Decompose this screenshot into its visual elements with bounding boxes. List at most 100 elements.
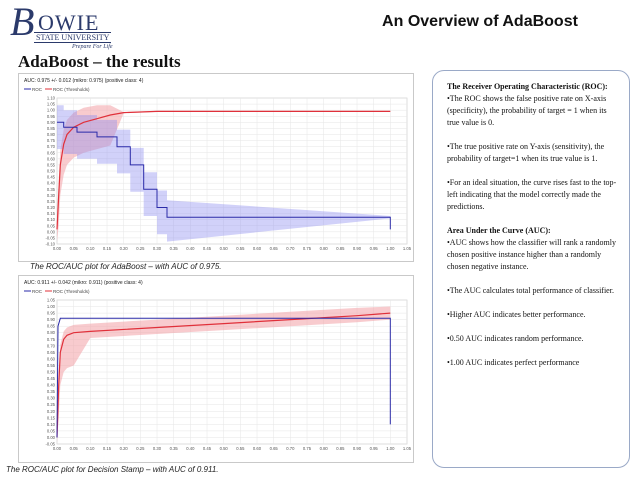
y-tick-label: 0.45 (47, 175, 56, 180)
x-tick-label: 0.25 (136, 446, 145, 451)
y-tick-label: 0.90 (47, 120, 56, 125)
x-tick-label: 0.70 (286, 246, 295, 251)
threshold-confidence-band (57, 105, 391, 242)
roc-point-1: •The ROC shows the false positive rate o… (447, 94, 607, 127)
auc-heading: Area Under the Curve (AUC): (447, 226, 551, 235)
y-tick-label: 0.35 (47, 187, 56, 192)
y-tick-label: 0.15 (47, 415, 56, 420)
x-tick-label: 0.55 (236, 246, 245, 251)
x-tick-label: 0.05 (70, 246, 79, 251)
slide-title: An Overview of AdaBoost (382, 13, 578, 30)
x-tick-label: 0.45 (203, 246, 212, 251)
y-tick-label: 0.05 (47, 223, 56, 228)
x-tick-label: 0.45 (203, 446, 212, 451)
x-tick-label: 1.00 (386, 246, 395, 251)
y-tick-label: 0.80 (47, 330, 56, 335)
x-tick-label: 0.50 (220, 246, 229, 251)
x-tick-label: 0.10 (86, 246, 95, 251)
y-tick-label: 0.20 (47, 205, 56, 210)
x-tick-label: 0.75 (303, 246, 312, 251)
x-tick-label: 0.30 (153, 246, 162, 251)
plot-header: AUC: 0.911 +/- 0.042 (mikro: 0.911) (pos… (24, 280, 143, 286)
roc-curve (56, 317, 391, 438)
bowie-state-logo: B OWIE STATE UNIVERSITY Prepare For Life (10, 2, 130, 51)
x-tick-label: 0.35 (170, 446, 179, 451)
y-tick-label: 0.85 (47, 324, 56, 329)
x-tick-label: 0.50 (220, 446, 229, 451)
threshold-curve (56, 312, 391, 438)
y-tick-label: 0.65 (47, 150, 56, 155)
x-tick-label: 0.70 (286, 446, 295, 451)
x-tick-label: 0.65 (270, 246, 279, 251)
roc-plot-decision-stamp: AUC: 0.911 +/- 0.042 (mikro: 0.911) (pos… (18, 275, 414, 463)
x-tick-label: 0.85 (336, 446, 345, 451)
y-tick-label: 0.10 (47, 217, 56, 222)
roc-point-3: •For an ideal situation, the curve rises… (447, 178, 617, 211)
y-tick-label: 0.50 (47, 370, 56, 375)
x-tick-label: 0.85 (336, 246, 345, 251)
logo-tagline: Prepare For Life (72, 44, 113, 50)
x-tick-label: 0.20 (120, 446, 129, 451)
y-tick-label: -0.10 (45, 242, 55, 247)
y-tick-label: 0.20 (47, 409, 56, 414)
y-tick-label: 0.85 (47, 126, 56, 131)
y-tick-label: 0.70 (47, 343, 56, 348)
roc-confidence-band (57, 105, 391, 242)
x-tick-label: 0.80 (320, 246, 329, 251)
roc-chart-adaboost: AUC: 0.975 +/- 0.012 (mikro: 0.975) (pos… (24, 78, 412, 251)
roc-curve (57, 121, 391, 230)
y-tick-label: 0.25 (47, 199, 56, 204)
y-tick-label: 1.00 (47, 304, 56, 309)
x-tick-label: 0.65 (270, 446, 279, 451)
x-tick-label: 0.40 (186, 446, 195, 451)
x-tick-label: 1.00 (386, 446, 395, 451)
y-tick-label: 0.45 (47, 376, 56, 381)
y-tick-label: 0.15 (47, 211, 56, 216)
x-tick-label: 0.00 (53, 246, 62, 251)
x-tick-label: 0.80 (320, 446, 329, 451)
auc-point-3: •Higher AUC indicates better performance… (447, 310, 586, 319)
auc-point-4: •0.50 AUC indicates random performance. (447, 334, 584, 343)
y-tick-label: 0.95 (47, 114, 56, 119)
y-tick-label: 0.30 (47, 193, 56, 198)
legend-roc-label: ROC (32, 289, 43, 294)
threshold-confidence-band (57, 306, 391, 443)
y-tick-label: 1.00 (47, 108, 56, 113)
y-tick-label: 0.95 (47, 311, 56, 316)
logo-letters: OWIE (38, 10, 100, 35)
y-tick-label: 0.25 (47, 402, 56, 407)
roc-chart-decision-stamp: AUC: 0.911 +/- 0.042 (mikro: 0.911) (pos… (24, 280, 412, 451)
roc-plot-adaboost: AUC: 0.975 +/- 0.012 (mikro: 0.975) (pos… (18, 73, 414, 262)
x-tick-label: 0.90 (353, 246, 362, 251)
x-tick-label: 0.30 (153, 446, 162, 451)
y-tick-label: 0.55 (47, 162, 56, 167)
x-tick-label: 0.05 (70, 446, 79, 451)
y-tick-label: 0.65 (47, 350, 56, 355)
explanation-text: The Receiver Operating Characteristic (R… (447, 81, 619, 381)
y-tick-label: 0.00 (47, 435, 56, 440)
plot-header: AUC: 0.975 +/- 0.012 (mikro: 0.975) (pos… (24, 78, 144, 84)
x-tick-label: 0.95 (370, 246, 379, 251)
y-tick-label: 1.05 (47, 102, 56, 107)
x-tick-label: 0.25 (136, 246, 145, 251)
x-tick-label: 0.55 (236, 446, 245, 451)
y-tick-label: 0.35 (47, 389, 56, 394)
x-tick-label: 0.95 (370, 446, 379, 451)
x-tick-label: 0.15 (103, 446, 112, 451)
x-tick-label: 1.05 (403, 246, 412, 251)
y-tick-label: -0.05 (45, 442, 55, 447)
roc-heading: The Receiver Operating Characteristic (R… (447, 82, 608, 91)
logo-state-university: STATE UNIVERSITY (34, 32, 112, 43)
x-tick-label: 0.15 (103, 246, 112, 251)
y-tick-label: 0.50 (47, 169, 56, 174)
y-tick-label: 0.10 (47, 422, 56, 427)
y-tick-label: 0.75 (47, 138, 56, 143)
y-tick-label: 1.10 (47, 96, 56, 101)
y-tick-label: 0.40 (47, 383, 56, 388)
threshold-curve (56, 110, 391, 230)
x-tick-label: 1.05 (403, 446, 412, 451)
x-tick-label: 0.75 (303, 446, 312, 451)
auc-point-5: •1.00 AUC indicates perfect performance (447, 358, 580, 367)
legend-threshold-label: ROC (Thresholds) (53, 87, 90, 92)
y-tick-label: 0.30 (47, 396, 56, 401)
